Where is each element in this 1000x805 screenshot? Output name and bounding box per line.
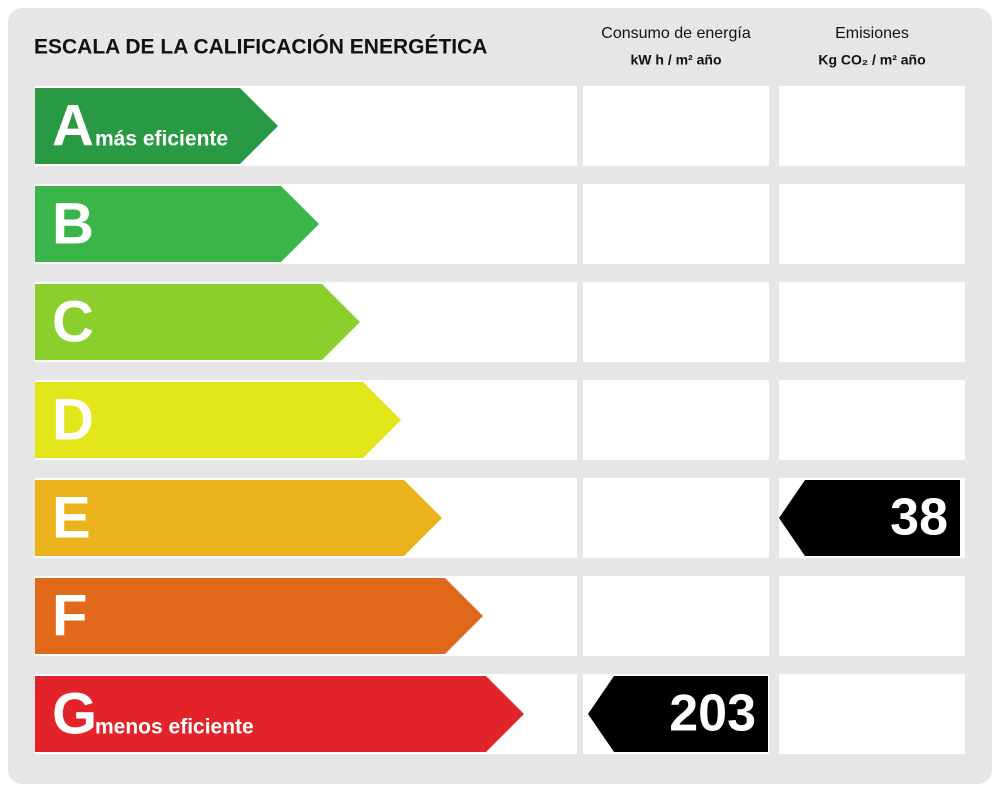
rating-letter: F — [52, 583, 87, 648]
value-cell — [583, 86, 769, 166]
rating-letter: C — [52, 289, 94, 354]
rating-arrow — [35, 676, 524, 752]
column-unit: kW h / m² año — [631, 52, 722, 68]
value-cell — [779, 576, 965, 656]
indicator-arrow — [588, 676, 768, 752]
rating-letter: B — [52, 191, 94, 256]
column-title: Emisiones — [835, 25, 909, 42]
rating-arrow — [35, 88, 278, 164]
value-cell — [779, 282, 965, 362]
value-cell — [779, 184, 965, 264]
rating-arrow — [35, 578, 483, 654]
value-cell — [583, 576, 769, 656]
indicator-value: 203 — [669, 685, 756, 743]
rating-letter: G — [52, 681, 97, 746]
rating-arrow — [35, 382, 401, 458]
rating-letter: E — [52, 485, 91, 550]
title: ESCALA DE LA CALIFICACIÓN ENERGÉTICA — [34, 35, 487, 59]
value-cell — [779, 86, 965, 166]
column-unit: Kg CO₂ / m² año — [818, 52, 925, 68]
value-cell — [779, 380, 965, 460]
value-cell — [583, 282, 769, 362]
indicator-arrow — [779, 480, 960, 556]
rating-note: menos eficiente — [95, 716, 254, 739]
rating-letter: A — [52, 93, 94, 158]
value-cell — [583, 184, 769, 264]
value-cell — [779, 674, 965, 754]
value-cell — [583, 380, 769, 460]
rating-arrow — [35, 480, 442, 556]
rating-note: más eficiente — [95, 128, 228, 151]
indicator-value: 38 — [890, 489, 948, 547]
rating-arrow — [35, 284, 360, 360]
value-cell — [583, 478, 769, 558]
rating-arrow — [35, 186, 319, 262]
rating-letter: D — [52, 387, 94, 452]
column-title: Consumo de energía — [601, 25, 751, 42]
